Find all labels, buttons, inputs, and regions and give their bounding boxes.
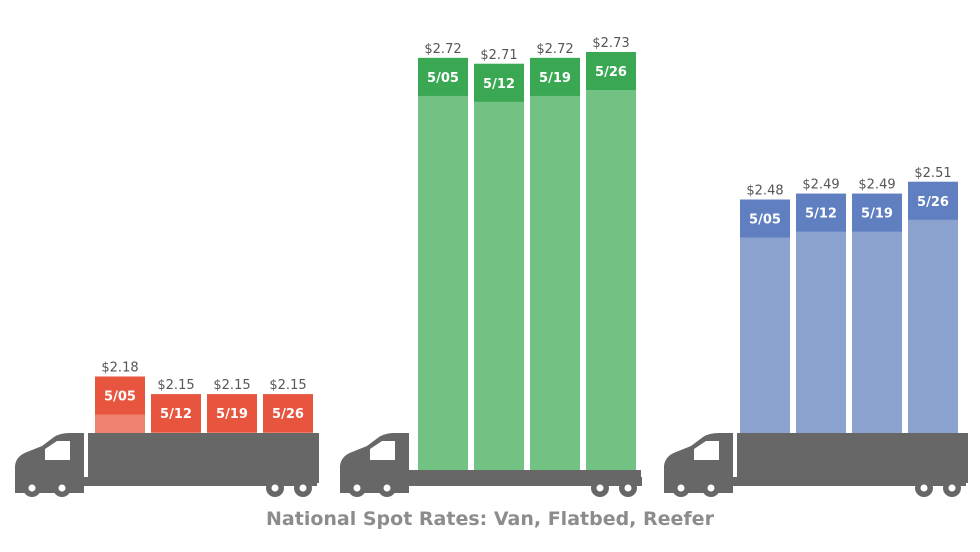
bar [586,52,636,470]
truck-window [45,441,70,460]
wheel-hub [299,484,307,492]
wheel-hub [58,484,66,492]
value-label: $2.18 [101,361,138,376]
bar-date-band [151,394,201,433]
date-label: 5/26 [917,195,949,210]
chart-panel-2: 5/05 $2.72 5/12 $2.71 5/19 $2.72 5/26 $2.73 [340,36,642,497]
value-label: $2.72 [536,42,573,57]
bar-date-band [852,193,902,232]
wheel-hub [624,484,632,492]
wheel-hub [920,484,928,492]
bar [852,193,902,433]
bar [474,63,524,471]
date-label: 5/12 [160,407,192,422]
value-label: $2.49 [858,178,895,193]
truck-chassis [397,477,642,486]
wheel-hub [707,484,715,492]
date-label: 5/12 [805,207,837,222]
chart-canvas: 5/05$2.185/12$2.155/19$2.155/26$2.155/05… [15,36,968,497]
bar-date-band [418,57,468,96]
wheel-hub [28,484,36,492]
date-label: 5/26 [272,407,304,422]
wheel-hub [596,484,604,492]
bar [530,57,580,471]
bar-date-band [740,199,790,238]
value-label: $2.15 [213,378,250,393]
bar-date-band [207,394,257,433]
chart-panel-1: 5/05 $2.18 5/12 $2.15 5/19 $2.15 5/26 $2.15 [15,361,319,497]
chart-title: National Spot Rates: Van, Flatbed, Reefe… [266,508,714,530]
bar-date-band [474,63,524,102]
bar-date-band [796,193,846,232]
bar-date-band [530,57,580,96]
truck-window [694,441,719,460]
wheel-hub [677,484,685,492]
bar-date-band [95,376,145,415]
value-label: $2.15 [269,378,306,393]
trailer-box [737,433,968,483]
bar [796,193,846,433]
bar [418,57,468,471]
value-label: $2.48 [746,184,783,199]
wheel-hub [383,484,391,492]
value-label: $2.49 [802,178,839,193]
value-label: $2.15 [157,378,194,393]
trailer-flatbed-deck [409,470,641,479]
date-label: 5/19 [539,71,571,86]
date-label: 5/05 [427,71,459,86]
value-label: $2.73 [592,36,629,51]
date-label: 5/19 [216,407,248,422]
bar-date-band [586,52,636,90]
wheel-hub [271,484,279,492]
chart-panel-3: 5/05 $2.48 5/12 $2.49 5/19 $2.49 5/26 $2.51 [664,166,968,497]
value-label: $2.72 [424,42,461,57]
wheel-hub [948,484,956,492]
value-label: $2.71 [480,48,517,63]
bar-date-band [263,394,313,433]
date-label: 5/05 [104,390,136,405]
date-label: 5/19 [861,207,893,222]
trailer-box [88,433,319,483]
truck-window [370,441,395,460]
wheel-hub [353,484,361,492]
value-label: $2.51 [914,166,951,181]
bar [908,181,958,433]
date-label: 5/26 [595,65,627,80]
bar-date-band [908,181,958,220]
date-label: 5/05 [749,213,781,228]
date-label: 5/12 [483,77,515,92]
bar [740,199,790,433]
